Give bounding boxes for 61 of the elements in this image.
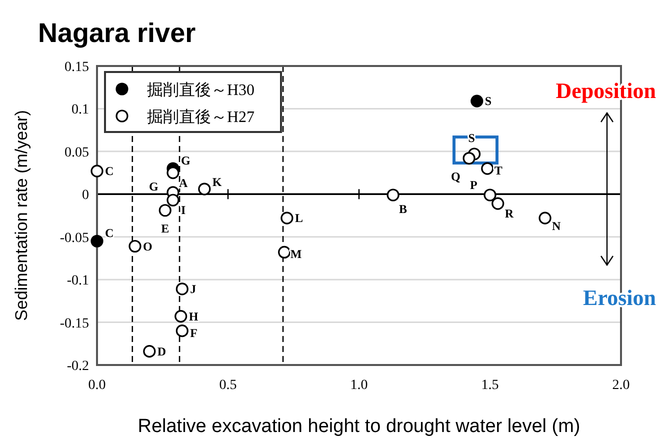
y-tick-label: -0.2	[66, 359, 89, 374]
data-label: N	[552, 219, 562, 234]
point	[158, 204, 172, 217]
data-label: H	[188, 309, 199, 324]
data-label: C	[105, 164, 114, 178]
y-tick-label: 0.1	[72, 102, 89, 118]
x-tick-label: 1.5	[481, 378, 499, 393]
data-label: S	[468, 130, 476, 145]
data-label: B	[399, 202, 408, 216]
point	[278, 246, 291, 259]
data-label: S	[484, 94, 492, 108]
point	[280, 212, 294, 224]
data-label: A	[178, 176, 188, 190]
data-label: J	[190, 282, 196, 296]
y-tick-label: 0.05	[64, 145, 89, 160]
data-label: L	[294, 211, 303, 226]
point	[174, 310, 188, 323]
x-tick-label: 0.0	[88, 378, 106, 393]
point	[481, 162, 494, 175]
point	[470, 94, 484, 108]
data-label: E	[161, 221, 170, 236]
point	[166, 166, 180, 180]
y-tick-label: -0.1	[66, 274, 89, 289]
data-label: D	[157, 344, 166, 358]
point	[90, 234, 104, 248]
x-axis-title: Relative excavation height to drought water level (m)	[138, 416, 580, 437]
data-label: M	[290, 247, 302, 262]
point	[484, 188, 496, 202]
point	[462, 152, 476, 165]
point	[166, 194, 180, 206]
point	[492, 197, 504, 210]
data-label: C	[105, 226, 114, 240]
y-tick-label: 0.15	[64, 60, 89, 75]
point	[176, 324, 188, 338]
chart-title: Nagara river	[38, 18, 196, 48]
point	[176, 282, 188, 296]
legend-label: 掘削直後～H30	[147, 81, 255, 99]
y-tick-label: 0	[82, 188, 89, 204]
data-label: P	[470, 178, 478, 192]
point	[198, 182, 211, 196]
point	[538, 212, 552, 224]
y-tick-label: -0.15	[60, 316, 89, 332]
y-axis-title: Sedimentation rate (m/year)	[12, 110, 31, 321]
point	[143, 345, 156, 358]
point	[128, 240, 142, 253]
x-tick-label: 1.0	[350, 378, 368, 393]
point	[386, 188, 400, 202]
x-tick-label: 0.5	[219, 378, 237, 393]
data-label: Q	[451, 169, 460, 184]
data-label: R	[504, 206, 514, 221]
data-label: G	[180, 154, 190, 168]
data-label: G	[148, 179, 158, 194]
data-label: T	[494, 164, 502, 178]
y-tick-label: -0.05	[60, 230, 89, 246]
data-label: F	[190, 326, 198, 340]
data-label: O	[142, 239, 152, 254]
point	[90, 164, 104, 178]
legend-label: 掘削直後～H27	[147, 108, 255, 126]
x-tick-label: 2.0	[612, 378, 630, 393]
data-label: I	[180, 203, 186, 218]
data-label: K	[212, 175, 222, 190]
